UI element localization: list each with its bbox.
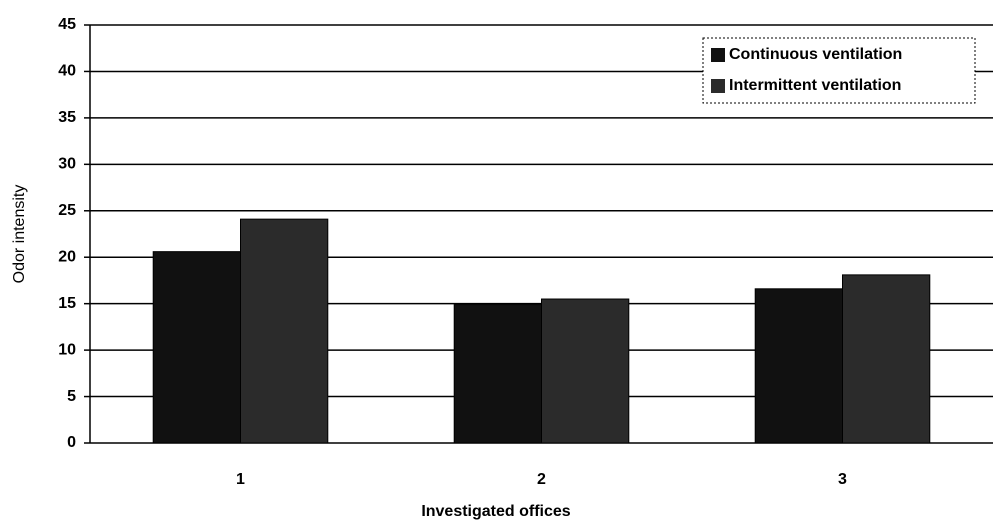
y-tick-label: 30 — [58, 156, 76, 173]
bar — [754, 288, 844, 444]
legend-swatch — [711, 48, 725, 62]
legend-label: Continuous ventilation — [729, 46, 902, 63]
y-tick-label: 10 — [58, 341, 76, 358]
legend-box — [702, 37, 976, 104]
x-tick-label: 3 — [838, 471, 847, 488]
y-tick-label: 35 — [58, 109, 76, 126]
y-tick-label: 20 — [58, 248, 76, 265]
bar — [240, 218, 329, 444]
bar — [842, 274, 931, 444]
bar — [453, 304, 542, 444]
legend-label: Intermittent ventilation — [729, 77, 901, 94]
x-tick-label: 1 — [236, 471, 245, 488]
bar — [541, 298, 630, 444]
bar — [152, 251, 242, 444]
x-axis-label: Investigated offices — [421, 503, 570, 520]
y-tick-label: 45 — [58, 16, 76, 33]
legend-swatch — [711, 79, 725, 93]
y-tick-label: 40 — [58, 63, 76, 80]
y-tick-label: 25 — [58, 202, 76, 219]
y-tick-label: 15 — [58, 295, 76, 312]
y-tick-label: 0 — [67, 434, 76, 451]
y-tick-label: 5 — [67, 388, 76, 405]
y-axis-label: Odor intensity — [11, 185, 28, 284]
x-tick-label: 2 — [537, 471, 546, 488]
